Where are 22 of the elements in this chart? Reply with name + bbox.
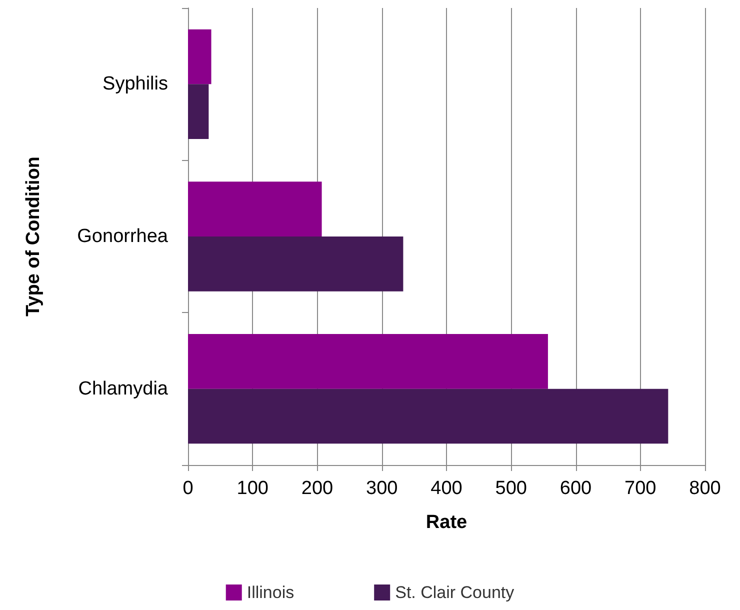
legend-label: St. Clair County xyxy=(395,583,515,602)
x-tick-label: 800 xyxy=(689,478,721,499)
x-tick-label: 700 xyxy=(624,478,656,499)
bar xyxy=(188,182,322,236)
legend-label: Illinois xyxy=(246,583,294,602)
bar xyxy=(188,29,212,84)
x-tick-label: 0 xyxy=(182,478,194,499)
x-tick-label: 100 xyxy=(236,478,268,499)
bar xyxy=(188,236,404,292)
y-axis-title: Type of Condition xyxy=(23,156,44,317)
x-tick-label: 400 xyxy=(430,478,462,499)
y-tick-label: Chlamydia xyxy=(78,378,168,400)
y-tick-label: Gonorrhea xyxy=(77,226,168,247)
x-tick-label: 300 xyxy=(366,478,398,499)
x-tick-label: 500 xyxy=(495,478,527,499)
x-axis-title: Rate xyxy=(426,512,468,533)
x-tick-label: 200 xyxy=(301,478,334,499)
y-tick-label: Syphilis xyxy=(102,74,168,95)
x-tick-label: 600 xyxy=(560,478,592,499)
bar xyxy=(188,388,668,444)
bar xyxy=(188,84,209,140)
bar xyxy=(188,334,548,389)
